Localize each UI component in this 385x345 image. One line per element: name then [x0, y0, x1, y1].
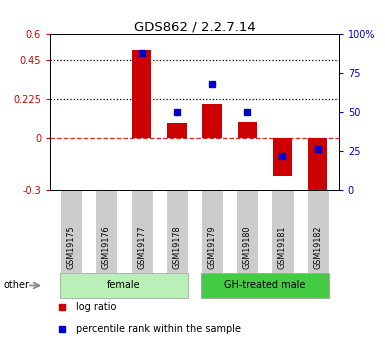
Bar: [60, 190, 82, 273]
Text: GH-treated male: GH-treated male: [224, 280, 306, 290]
Bar: [273, 138, 292, 176]
Bar: [236, 190, 258, 273]
Bar: [131, 190, 153, 273]
Bar: [308, 138, 327, 194]
Text: GSM19179: GSM19179: [208, 226, 216, 269]
Text: GSM19181: GSM19181: [278, 226, 287, 269]
Text: GSM19175: GSM19175: [67, 226, 76, 269]
Bar: [238, 121, 257, 138]
Text: log ratio: log ratio: [76, 302, 116, 312]
Bar: [166, 190, 188, 273]
Text: GSM19182: GSM19182: [313, 226, 322, 269]
Text: other: other: [4, 280, 30, 290]
Bar: [95, 190, 117, 273]
Bar: [203, 104, 222, 138]
Text: GSM19177: GSM19177: [137, 226, 146, 269]
Bar: [271, 190, 293, 273]
Bar: [201, 190, 223, 273]
Bar: [132, 50, 151, 138]
Text: GSM19180: GSM19180: [243, 226, 252, 269]
Bar: [201, 273, 329, 298]
Text: GSM19178: GSM19178: [172, 226, 181, 269]
Text: percentile rank within the sample: percentile rank within the sample: [76, 324, 241, 334]
Bar: [306, 190, 329, 273]
Text: GSM19176: GSM19176: [102, 226, 111, 269]
Bar: [60, 273, 188, 298]
Title: GDS862 / 2.2.7.14: GDS862 / 2.2.7.14: [134, 20, 255, 33]
Text: female: female: [107, 280, 141, 290]
Bar: [167, 124, 186, 138]
